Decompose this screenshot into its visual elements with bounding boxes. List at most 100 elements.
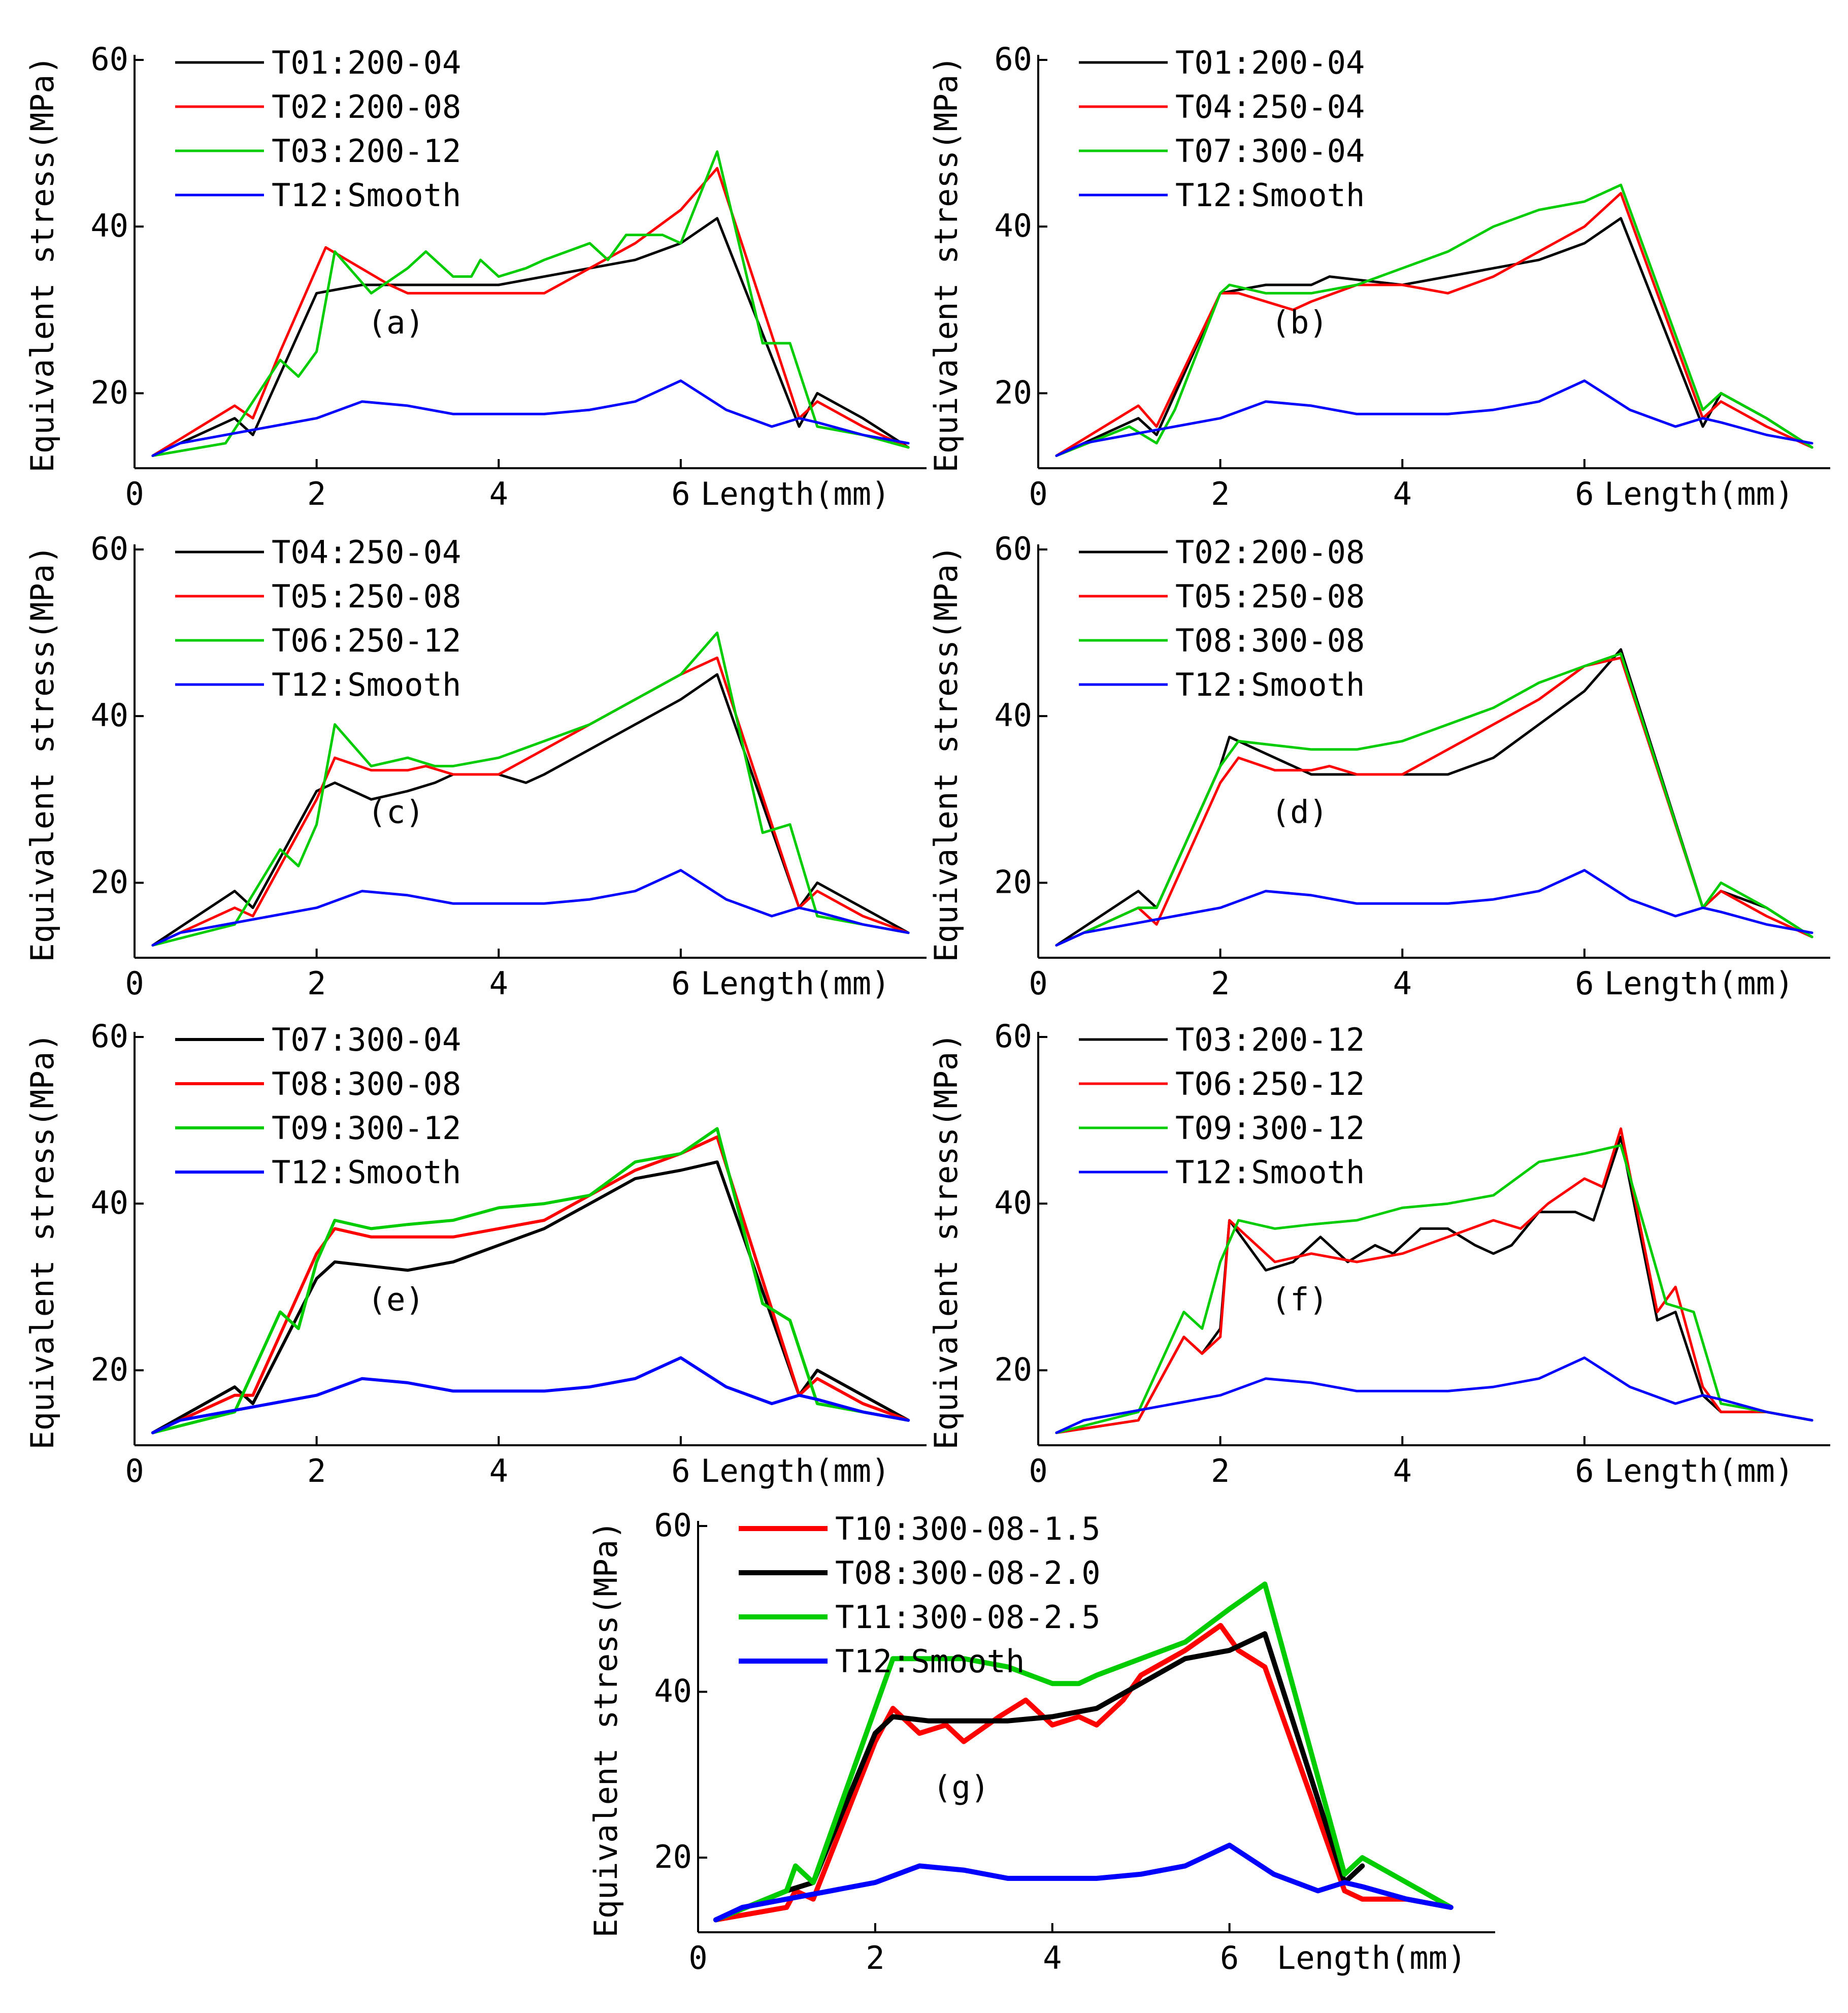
series-line-a-3 [151,150,910,457]
x-tick-label-d: 2 [1211,965,1230,1002]
series-line-g-2 [713,1631,1365,1923]
panel-label-a: (a) [368,304,424,341]
y-axis-label-b: Equivalent stress(MPa) [928,55,965,472]
series-line-a-1 [151,217,910,457]
legend-label-b-4: T12:Smooth [1175,177,1365,214]
series-line-d-4 [1055,869,1813,947]
y-tick-label-b: 20 [994,374,1032,411]
y-tick-label-f: 60 [994,1018,1032,1055]
legend-label-d-2: T05:250-08 [1175,578,1365,615]
x-tick-label-f: 0 [1029,1452,1047,1489]
legend-label-c-1: T04:250-04 [272,534,461,571]
y-tick-label-a: 60 [90,41,128,78]
y-tick-label-f: 20 [994,1351,1032,1388]
x-axis-label-e: Length(mm) [701,1452,890,1489]
legend-label-d-3: T08:300-08 [1175,622,1365,659]
series-line-e-4 [151,1356,910,1435]
legend-label-c-2: T05:250-08 [272,578,461,615]
x-tick-label-e: 2 [307,1452,326,1489]
legend-label-e-1: T07:300-04 [272,1021,461,1058]
x-axis-label-c: Length(mm) [701,965,890,1002]
y-tick-label-b: 60 [994,41,1032,78]
y-tick-label-f: 40 [994,1184,1032,1221]
series-line-g-4 [713,1842,1454,1923]
y-tick-label-d: 60 [994,530,1032,567]
legend-label-a-1: T01:200-04 [272,44,461,81]
x-tick-label-b: 4 [1393,475,1412,512]
series-line-f-1 [1055,1135,1813,1434]
series-line-a-2 [151,167,910,457]
x-tick-label-e: 6 [671,1452,690,1489]
panel-label-b: (b) [1271,304,1328,341]
y-axis-label-c: Equivalent stress(MPa) [24,545,61,962]
legend-label-a-4: T12:Smooth [272,177,461,214]
legend-label-e-2: T08:300-08 [272,1065,461,1102]
series-line-g-1 [713,1622,1454,1923]
x-tick-label-d: 0 [1029,965,1047,1002]
x-tick-label-d: 4 [1393,965,1412,1002]
y-tick-label-g: 20 [654,1838,692,1875]
legend-label-e-4: T12:Smooth [272,1154,461,1191]
series-line-c-3 [151,631,910,947]
x-tick-label-a: 4 [489,475,508,512]
x-tick-label-e: 0 [125,1452,144,1489]
legend-label-d-1: T02:200-08 [1175,534,1365,571]
legend-label-f-1: T03:200-12 [1175,1021,1365,1058]
x-tick-label-e: 4 [489,1452,508,1489]
x-tick-label-b: 2 [1211,475,1230,512]
series-line-c-2 [151,656,910,947]
series-line-e-2 [151,1135,910,1435]
series-line-d-3 [1055,652,1813,947]
legend-label-a-2: T02:200-08 [272,88,461,125]
legend-label-f-4: T12:Smooth [1175,1154,1365,1191]
x-tick-label-d: 6 [1575,965,1594,1002]
x-tick-label-g: 4 [1043,1939,1062,1976]
legend-label-a-3: T03:200-12 [272,133,461,170]
y-tick-label-e: 60 [90,1018,128,1055]
x-tick-label-g: 0 [688,1939,707,1976]
series-line-f-4 [1055,1356,1813,1434]
x-tick-label-c: 6 [671,965,690,1002]
y-tick-label-g: 40 [654,1673,692,1710]
y-axis-label-g: Equivalent stress(MPa) [587,1520,624,1937]
series-line-a-4 [151,379,910,457]
y-axis-label-a: Equivalent stress(MPa) [24,55,61,472]
series-line-f-2 [1055,1127,1813,1434]
x-tick-label-a: 6 [671,475,690,512]
legend-label-b-3: T07:300-04 [1175,133,1365,170]
legend-label-b-2: T04:250-04 [1175,88,1365,125]
legend-label-f-2: T06:250-12 [1175,1065,1365,1102]
x-axis-label-g: Length(mm) [1277,1939,1466,1976]
series-line-d-1 [1055,648,1813,947]
panel-label-e: (e) [368,1281,424,1318]
legend-label-g-4: T12:Smooth [835,1643,1025,1680]
y-tick-label-c: 60 [90,530,128,567]
y-tick-label-a: 20 [90,374,128,411]
x-tick-label-f: 6 [1575,1452,1594,1489]
x-tick-label-g: 2 [866,1939,884,1976]
panel-label-d: (d) [1271,794,1328,831]
panel-label-c: (c) [368,794,424,831]
legend-label-g-3: T11:300-08-2.5 [835,1599,1101,1636]
series-line-f-3 [1055,1144,1813,1434]
legend-label-c-3: T06:250-12 [272,622,461,659]
panel-label-f: (f) [1271,1281,1328,1318]
series-line-e-3 [151,1127,910,1435]
series-line-d-2 [1055,656,1813,947]
legend-label-b-1: T01:200-04 [1175,44,1365,81]
x-tick-label-b: 0 [1029,475,1047,512]
x-tick-label-a: 2 [307,475,326,512]
x-tick-label-c: 2 [307,965,326,1002]
x-tick-label-f: 4 [1393,1452,1412,1489]
legend-label-g-2: T08:300-08-2.0 [835,1554,1101,1592]
y-axis-label-f: Equivalent stress(MPa) [928,1032,965,1449]
y-axis-label-e: Equivalent stress(MPa) [24,1032,61,1449]
x-axis-label-d: Length(mm) [1604,965,1794,1002]
x-axis-label-f: Length(mm) [1604,1452,1794,1489]
x-axis-label-b: Length(mm) [1604,475,1794,512]
y-tick-label-d: 40 [994,697,1032,734]
legend-label-e-3: T09:300-12 [272,1110,461,1147]
legend-label-c-4: T12:Smooth [272,666,461,703]
x-tick-label-c: 4 [489,965,508,1002]
